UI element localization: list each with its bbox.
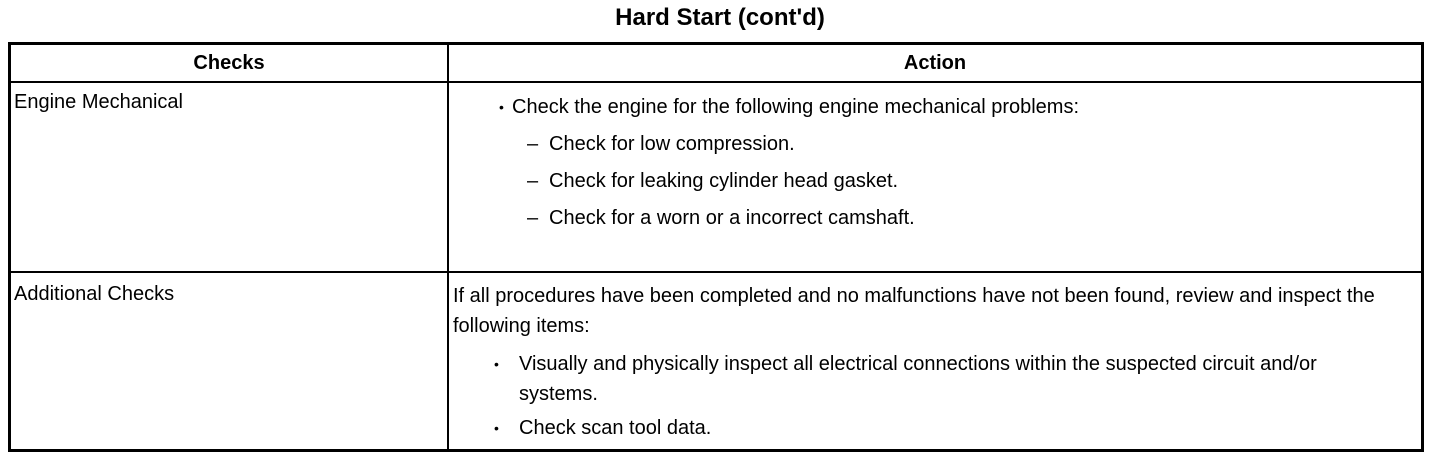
check-label: Engine Mechanical — [14, 91, 183, 113]
table-row: Engine Mechanical Check the engine for t… — [8, 81, 1424, 273]
bullet-item: Check the engine for the following engin… — [449, 89, 1421, 126]
bullet-item: Visually and physically inspect all elec… — [449, 349, 1421, 409]
sub-item: Check for a worn or a incorrect camshaft… — [449, 200, 1421, 237]
intro-text: If all procedures have been completed an… — [453, 285, 1375, 337]
header-action: Action — [447, 42, 1424, 83]
page-title: Hard Start (cont'd) — [615, 4, 825, 31]
table-row: Additional Checks If all procedures have… — [8, 271, 1424, 451]
sub-item: Check for leaking cylinder head gasket. — [449, 163, 1421, 200]
check-cell: Additional Checks — [8, 271, 449, 451]
action-cell: If all procedures have been completed an… — [447, 271, 1424, 451]
header-checks: Checks — [8, 42, 449, 83]
table-header-row: Checks Action — [8, 42, 1424, 83]
bullet-item: Check scan tool data. — [449, 413, 1421, 443]
check-cell: Engine Mechanical — [8, 81, 449, 273]
action-cell: Check the engine for the following engin… — [447, 81, 1424, 273]
hard-start-table: Checks Action Engine Mechanical Check th… — [8, 42, 1424, 452]
check-label: Additional Checks — [14, 283, 175, 305]
sub-item: Check for low compression. — [449, 126, 1421, 163]
